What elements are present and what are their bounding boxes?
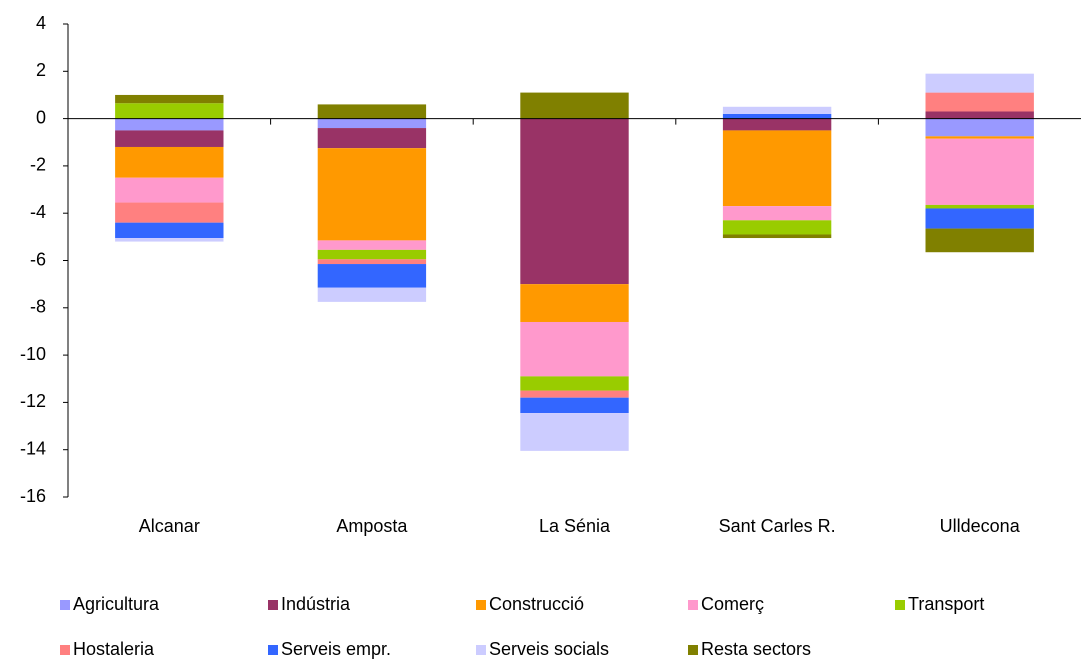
bar-segment (115, 222, 224, 239)
x-tick-label: Amposta (336, 516, 408, 536)
y-tick-label: -10 (20, 344, 46, 364)
y-tick-label: 0 (36, 107, 46, 127)
legend-swatch (268, 600, 278, 610)
legend-label: Agricultura (73, 594, 160, 614)
bar-segment (317, 240, 427, 250)
bar-segment (925, 111, 1034, 119)
y-tick-label: 4 (36, 13, 46, 33)
bar-segment (925, 136, 1034, 139)
legend-swatch (688, 645, 698, 655)
legend-swatch (895, 600, 905, 610)
bar-segment (722, 118, 832, 131)
bar-segment (925, 118, 1034, 137)
x-tick-label: Ulldecona (940, 516, 1021, 536)
bar-segment (925, 228, 1034, 253)
legend-swatch (60, 600, 70, 610)
bar-segment (520, 397, 629, 414)
y-tick-label: 2 (36, 60, 46, 80)
bar-segment (925, 73, 1034, 93)
legend-swatch (60, 645, 70, 655)
bar-segment (722, 130, 832, 207)
bar-segment (925, 92, 1034, 112)
legend-swatch (268, 645, 278, 655)
bar-segment (520, 118, 629, 285)
legend-label: Comerç (701, 594, 764, 614)
bar-segment (925, 208, 1034, 229)
bar-segment (722, 220, 832, 235)
y-tick-label: -8 (30, 297, 46, 317)
bar-segment (115, 177, 224, 203)
bar-segment (317, 104, 427, 119)
bar-segment (925, 138, 1034, 205)
bar-segment (520, 321, 629, 377)
bar-segment (722, 106, 832, 114)
legend-label: Transport (908, 594, 984, 614)
bar-segment (520, 376, 629, 391)
bar-segment (115, 146, 224, 178)
legend-label: Resta sectors (701, 639, 811, 659)
bar-segment (722, 206, 832, 221)
bar-segment (520, 390, 629, 398)
bar-segment (722, 234, 832, 239)
y-tick-label: -2 (30, 155, 46, 175)
bar-segment (317, 259, 427, 265)
bar-segment (520, 284, 629, 322)
bar-segment (317, 287, 427, 302)
y-tick-label: -14 (20, 438, 46, 458)
x-tick-label: Alcanar (139, 516, 200, 536)
bar-segment (115, 103, 224, 119)
bar-segment (317, 118, 427, 129)
y-tick-label: -6 (30, 249, 46, 269)
legend-swatch (476, 600, 486, 610)
bar-segment (317, 128, 427, 149)
legend-label: Indústria (281, 594, 351, 614)
bar-segment (925, 204, 1034, 209)
bar-segment (722, 113, 832, 119)
y-tick-label: -4 (30, 202, 46, 222)
bar-segment (115, 130, 224, 147)
bar-segment (317, 264, 427, 288)
x-tick-label: La Sénia (539, 516, 611, 536)
bar-segment (115, 238, 224, 242)
bar-segment (520, 413, 629, 451)
bar-segment (115, 202, 224, 223)
x-tick-label: Sant Carles R. (719, 516, 836, 536)
bar-segment (317, 249, 427, 260)
legend-label: Hostaleria (73, 639, 155, 659)
bar-segment (520, 92, 629, 119)
legend-swatch (476, 645, 486, 655)
bar-segment (115, 118, 224, 131)
y-tick-label: -12 (20, 391, 46, 411)
legend-label: Serveis empr. (281, 639, 391, 659)
legend-swatch (688, 600, 698, 610)
legend-label: Construcció (489, 594, 584, 614)
legend-label: Serveis socials (489, 639, 609, 659)
bar-segment (317, 148, 427, 241)
bar-segment (115, 94, 224, 104)
y-tick-label: -16 (20, 486, 46, 506)
